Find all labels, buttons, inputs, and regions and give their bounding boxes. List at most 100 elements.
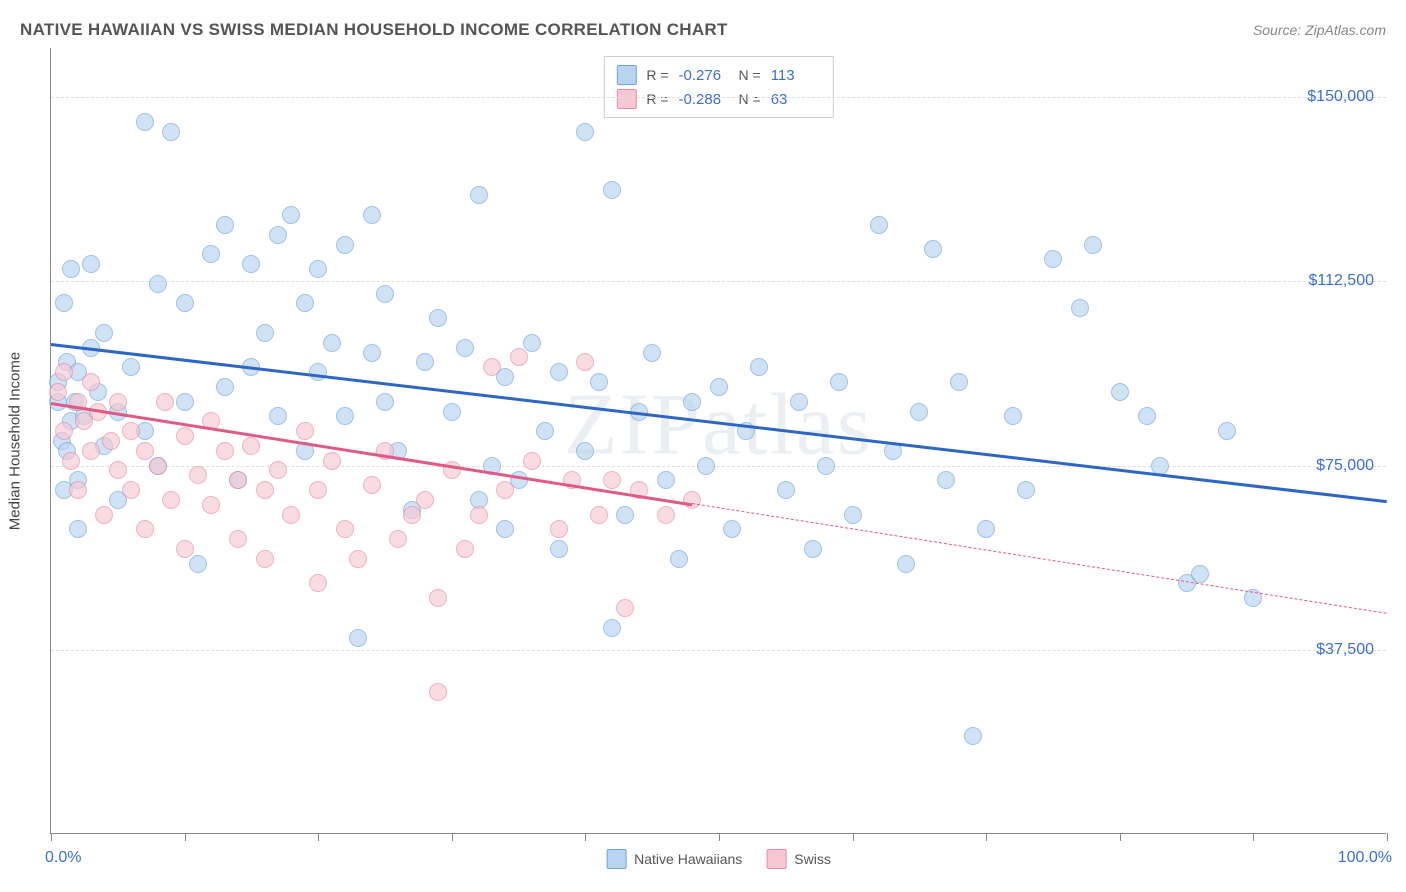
data-point: [376, 285, 394, 303]
data-point: [62, 452, 80, 470]
data-point: [817, 457, 835, 475]
data-point: [82, 442, 100, 460]
data-point: [136, 520, 154, 538]
data-point: [670, 550, 688, 568]
data-point: [429, 683, 447, 701]
legend-item: Swiss: [766, 849, 831, 869]
data-point: [309, 260, 327, 278]
data-point: [590, 506, 608, 524]
data-point: [470, 506, 488, 524]
data-point: [202, 496, 220, 514]
data-point: [256, 550, 274, 568]
x-tick: [185, 833, 186, 841]
x-tick: [1120, 833, 1121, 841]
n-label: N =: [739, 67, 761, 83]
data-point: [62, 260, 80, 278]
data-point: [1084, 236, 1102, 254]
data-point: [349, 629, 367, 647]
data-point: [643, 344, 661, 362]
data-point: [256, 324, 274, 342]
data-point: [216, 378, 234, 396]
y-tick-label: $112,500: [1308, 272, 1374, 290]
data-point: [496, 520, 514, 538]
series-swatch: [616, 89, 636, 109]
series-swatch: [616, 65, 636, 85]
data-point: [136, 113, 154, 131]
data-point: [616, 599, 634, 617]
data-point: [590, 373, 608, 391]
data-point: [82, 373, 100, 391]
r-label: R =: [646, 91, 668, 107]
r-value: -0.288: [679, 91, 729, 108]
data-point: [657, 471, 675, 489]
series-legend: Native Hawaiians Swiss: [606, 849, 831, 869]
data-point: [550, 363, 568, 381]
gridline: [51, 650, 1386, 651]
data-point: [176, 540, 194, 558]
data-point: [349, 550, 367, 568]
data-point: [977, 520, 995, 538]
legend-swatch: [766, 849, 786, 869]
data-point: [162, 491, 180, 509]
trend-line: [51, 343, 1387, 503]
data-point: [176, 427, 194, 445]
data-point: [1191, 565, 1209, 583]
chart-header: NATIVE HAWAIIAN VS SWISS MEDIAN HOUSEHOL…: [20, 20, 1386, 40]
data-point: [683, 393, 701, 411]
y-tick-label: $150,000: [1307, 88, 1374, 106]
data-point: [389, 530, 407, 548]
gridline: [51, 466, 1386, 467]
data-point: [924, 240, 942, 258]
data-point: [523, 452, 541, 470]
data-point: [550, 520, 568, 538]
data-point: [336, 407, 354, 425]
data-point: [523, 334, 541, 352]
data-point: [937, 471, 955, 489]
data-point: [950, 373, 968, 391]
data-point: [416, 491, 434, 509]
data-point: [1044, 250, 1062, 268]
data-point: [510, 348, 528, 366]
data-point: [443, 403, 461, 421]
data-point: [697, 457, 715, 475]
data-point: [870, 216, 888, 234]
data-point: [429, 589, 447, 607]
data-point: [496, 481, 514, 499]
y-tick-label: $75,000: [1316, 457, 1374, 475]
data-point: [616, 506, 634, 524]
x-tick: [1253, 833, 1254, 841]
data-point: [897, 555, 915, 573]
data-point: [910, 403, 928, 421]
data-point: [403, 506, 421, 524]
data-point: [176, 393, 194, 411]
data-point: [550, 540, 568, 558]
data-point: [336, 236, 354, 254]
data-point: [55, 363, 73, 381]
data-point: [149, 457, 167, 475]
data-point: [136, 442, 154, 460]
scatter-plot-area: Median Household Income ZIPatlas R =-0.2…: [50, 48, 1386, 834]
data-point: [269, 226, 287, 244]
x-tick: [318, 833, 319, 841]
x-tick: [853, 833, 854, 841]
data-point: [242, 437, 260, 455]
data-point: [229, 530, 247, 548]
data-point: [483, 358, 501, 376]
x-tick: [986, 833, 987, 841]
data-point: [149, 275, 167, 293]
data-point: [122, 358, 140, 376]
data-point: [456, 540, 474, 558]
legend-label: Native Hawaiians: [634, 851, 742, 867]
data-point: [336, 520, 354, 538]
data-point: [536, 422, 554, 440]
n-label: N =: [739, 91, 761, 107]
data-point: [242, 255, 260, 273]
data-point: [1071, 299, 1089, 317]
data-point: [109, 393, 127, 411]
data-point: [576, 353, 594, 371]
chart-source: Source: ZipAtlas.com: [1253, 22, 1386, 38]
data-point: [470, 186, 488, 204]
data-point: [69, 481, 87, 499]
data-point: [456, 339, 474, 357]
data-point: [363, 344, 381, 362]
